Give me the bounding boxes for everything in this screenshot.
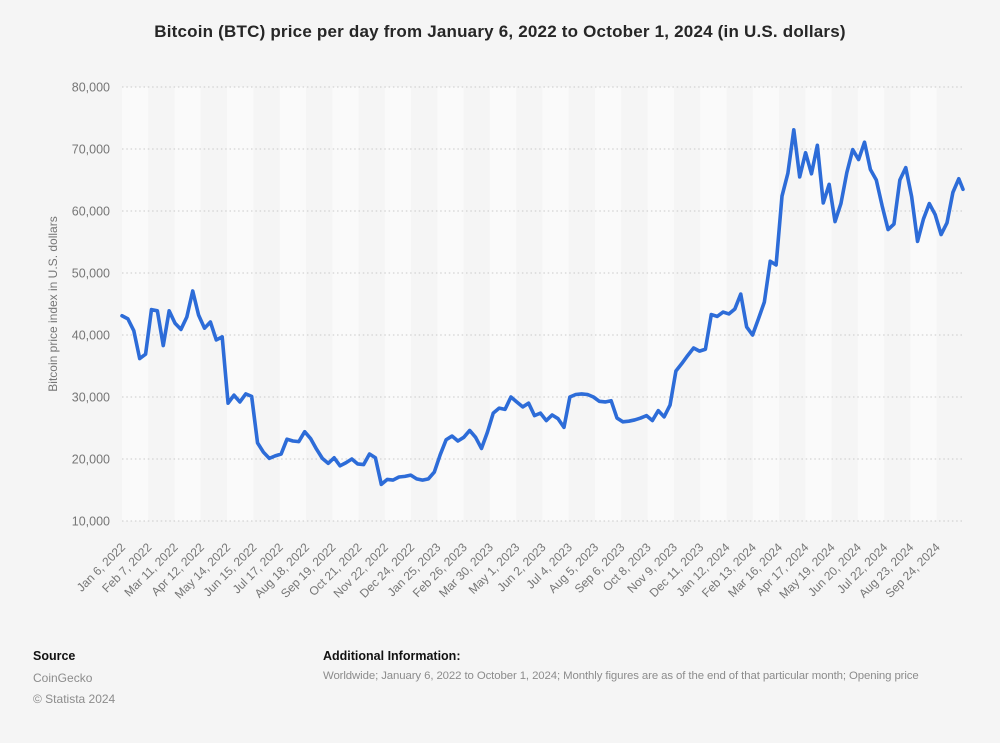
plot-band xyxy=(568,87,596,521)
plot-band xyxy=(253,87,280,521)
plot-band xyxy=(489,87,517,521)
y-tick-label: 10,000 xyxy=(72,515,110,529)
y-tick-label: 20,000 xyxy=(72,453,110,467)
plot-band xyxy=(332,87,359,521)
price-line xyxy=(120,127,965,487)
plot-band xyxy=(122,87,149,521)
plot-band xyxy=(463,87,490,521)
chart-title: Bitcoin (BTC) price per day from January… xyxy=(154,22,846,41)
y-tick-label: 60,000 xyxy=(72,205,110,219)
plot-band xyxy=(700,87,727,521)
footer-source-block: Source CoinGecko © Statista 2024 xyxy=(33,649,115,712)
plot-band xyxy=(884,87,911,521)
plot-band xyxy=(200,87,228,521)
plot-band xyxy=(227,87,254,521)
plot-band xyxy=(621,87,648,521)
plot-band xyxy=(857,87,885,521)
plot-band xyxy=(726,87,753,521)
y-axis-title: Bitcoin price index in U.S. dollars xyxy=(46,216,60,391)
y-tick-label: 80,000 xyxy=(72,81,110,95)
plot-band xyxy=(673,87,701,521)
y-tick-label: 40,000 xyxy=(72,329,110,343)
source-label: Source xyxy=(33,649,76,663)
footer-additional-info-block: Additional Information: Worldwide; Janua… xyxy=(323,649,993,682)
plot-band xyxy=(358,87,385,521)
source-name: CoinGecko xyxy=(33,671,93,685)
bitcoin-price-line-chart: 10,000 20,000 30,000 40,000 50,000 60,000 70,0… xyxy=(46,81,965,602)
additional-info-text: Worldwide; January 6, 2022 to October 1,… xyxy=(323,670,919,682)
plot-band xyxy=(647,87,674,521)
plot-band xyxy=(936,87,963,521)
plot-band xyxy=(305,87,333,521)
plot-band xyxy=(752,87,780,521)
plot-band xyxy=(779,87,806,521)
additional-info-label: Additional Information: xyxy=(323,649,461,663)
statista-copyright: © Statista 2024 xyxy=(33,692,116,706)
plot-band xyxy=(279,87,306,521)
plot-band xyxy=(595,87,622,521)
plot-band xyxy=(542,87,569,521)
y-tick-label: 30,000 xyxy=(72,391,110,405)
plot-band xyxy=(516,87,543,521)
plot-band xyxy=(148,87,175,521)
y-tick-label: 50,000 xyxy=(72,267,110,281)
plot-band xyxy=(910,87,937,521)
y-tick-label: 70,000 xyxy=(72,143,110,157)
plot-band xyxy=(384,87,412,521)
plot-band xyxy=(411,87,438,521)
plot-band xyxy=(831,87,858,521)
